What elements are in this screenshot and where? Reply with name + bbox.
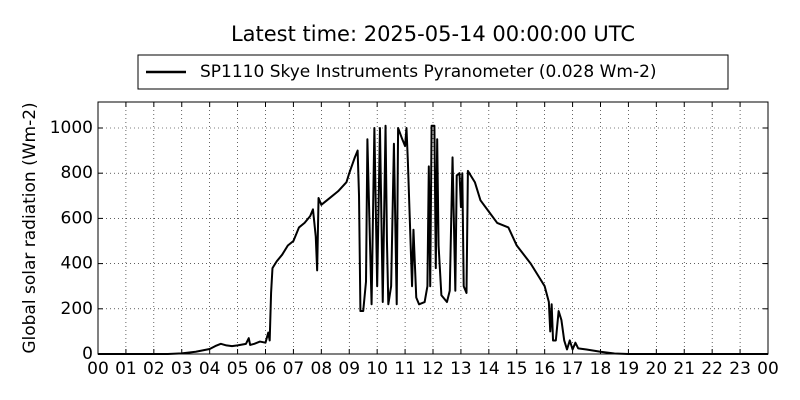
chart-title: Latest time: 2025-05-14 00:00:00 UTC — [231, 22, 635, 46]
data-line — [98, 124, 768, 355]
x-tick-label: 05 — [227, 359, 249, 379]
y-tick-label: 0 — [82, 344, 93, 364]
x-tick-label: 12 — [422, 359, 444, 379]
x-tick-label: 09 — [338, 359, 360, 379]
y-tick-label: 400 — [61, 254, 93, 274]
x-tick-label: 22 — [701, 359, 723, 379]
x-tick-label: 21 — [673, 359, 695, 379]
legend-box — [137, 54, 729, 90]
y-tick-label: 600 — [61, 208, 93, 228]
x-tick-label: 02 — [143, 359, 165, 379]
x-tick-label: 06 — [255, 359, 277, 379]
x-tick-label: 17 — [562, 359, 584, 379]
x-tick-label: 10 — [366, 359, 388, 379]
x-tick-label: 16 — [534, 359, 556, 379]
y-tick-label: 1000 — [50, 118, 93, 138]
x-tick-label: 01 — [115, 359, 137, 379]
x-tick-label: 03 — [171, 359, 193, 379]
x-tick-label: 04 — [199, 359, 221, 379]
x-tick-label: 00 — [87, 359, 109, 379]
x-tick-label: 15 — [506, 359, 528, 379]
x-tick-label: 19 — [618, 359, 640, 379]
x-tick-label: 11 — [394, 359, 416, 379]
plot-frame — [97, 101, 769, 355]
x-tick-label: 08 — [311, 359, 333, 379]
legend-label: SP1110 Skye Instruments Pyranometer (0.0… — [200, 62, 657, 82]
y-axis-label: Global solar radiation (Wm-2) — [20, 102, 40, 353]
x-tick-label: 20 — [646, 359, 668, 379]
y-tick-label: 800 — [61, 163, 93, 183]
x-tick-label: 13 — [450, 359, 472, 379]
x-tick-label: 18 — [590, 359, 612, 379]
y-tick-label: 200 — [61, 299, 93, 319]
x-tick-label: 14 — [478, 359, 500, 379]
x-tick-label: 07 — [283, 359, 305, 379]
x-tick-label: 23 — [729, 359, 751, 379]
x-tick-label: 00 — [757, 359, 779, 379]
